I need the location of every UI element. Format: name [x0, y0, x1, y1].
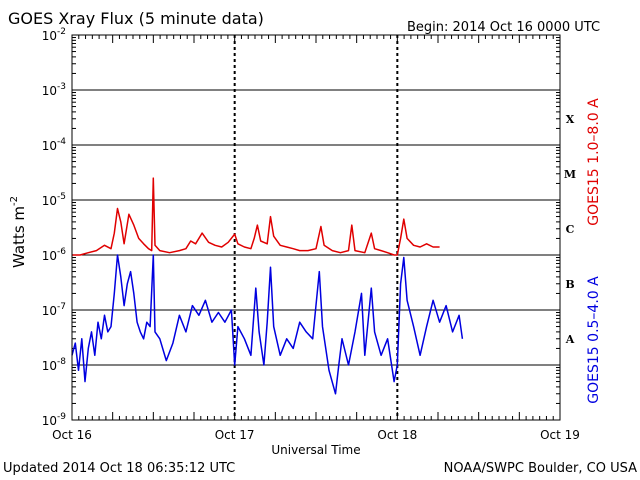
y-tick-exponent: -9 [57, 412, 66, 422]
updated-label: Updated 2014 Oct 18 06:35:12 UTC [3, 461, 235, 476]
grid-layer [72, 37, 560, 404]
y-tick-exponent: -4 [57, 137, 66, 147]
y-tick-label: 10-9 [42, 412, 67, 428]
y-tick-label: 10-7 [42, 302, 66, 318]
y-axis-label: Watts m-2 [9, 196, 28, 268]
y-tick-base: 10 [42, 29, 57, 43]
flare-class-label: M [564, 168, 576, 181]
chart-title: GOES Xray Flux (5 minute data) [8, 9, 264, 28]
y-tick-base: 10 [42, 414, 57, 428]
x-tick-label: Oct 18 [377, 428, 417, 442]
plot-frame [71, 34, 561, 421]
y-tick-base: 10 [42, 194, 57, 208]
flare-class-labels: X M C B A [564, 113, 576, 346]
flare-class-label: B [565, 278, 574, 291]
source-label: NOAA/SWPC Boulder, CO USA [444, 461, 637, 476]
begin-label: Begin: 2014 Oct 16 0000 UTC [407, 20, 600, 35]
y-axis-label-text: Watts m [10, 206, 28, 268]
flare-class-label: X [566, 113, 575, 126]
y-tick-exponent: -2 [57, 27, 66, 37]
x-tick-label: Oct 17 [215, 428, 255, 442]
flare-class-label: A [565, 333, 575, 346]
y-tick-label: 10-6 [42, 247, 67, 263]
y-tick-base: 10 [42, 359, 57, 373]
legend-entry-1: GOES15 0.5–4.0 A [586, 276, 602, 404]
x-tick-labels: Oct 16 Oct 17 Oct 18 Oct 19 [52, 428, 580, 442]
x-tick-label: Oct 19 [540, 428, 580, 442]
y-tick-base: 10 [42, 304, 57, 318]
y-tick-base: 10 [42, 139, 57, 153]
y-tick-exponent: -7 [57, 302, 66, 312]
y-tick-labels: 10-910-810-710-610-510-410-310-2 [42, 27, 67, 428]
y-tick-label: 10-3 [42, 82, 66, 98]
legend-entry-0: GOES15 1.0–8.0 A [586, 98, 602, 226]
day-dividers [78, 35, 554, 420]
y-tick-base: 10 [42, 249, 57, 263]
y-axis-label-exponent: -2 [9, 196, 20, 206]
y-tick-exponent: -6 [57, 247, 66, 257]
flare-class-label: C [566, 223, 575, 236]
y-tick-exponent: -3 [57, 82, 66, 92]
series-layer [71, 177, 464, 395]
series-line-0 [72, 177, 440, 256]
series-legend: GOES15 1.0–8.0 A GOES15 0.5–4.0 A [586, 98, 602, 404]
x-axis-label: Universal Time [271, 443, 360, 457]
series-line-1 [71, 254, 464, 395]
y-tick-exponent: -8 [57, 357, 66, 367]
y-tick-label: 10-5 [42, 192, 66, 208]
y-tick-base: 10 [42, 84, 57, 98]
y-tick-label: 10-8 [42, 357, 67, 373]
y-tick-label: 10-4 [42, 137, 67, 153]
x-tick-label: Oct 16 [52, 428, 92, 442]
y-tick-label: 10-2 [42, 27, 66, 43]
y-tick-exponent: -5 [57, 192, 66, 202]
